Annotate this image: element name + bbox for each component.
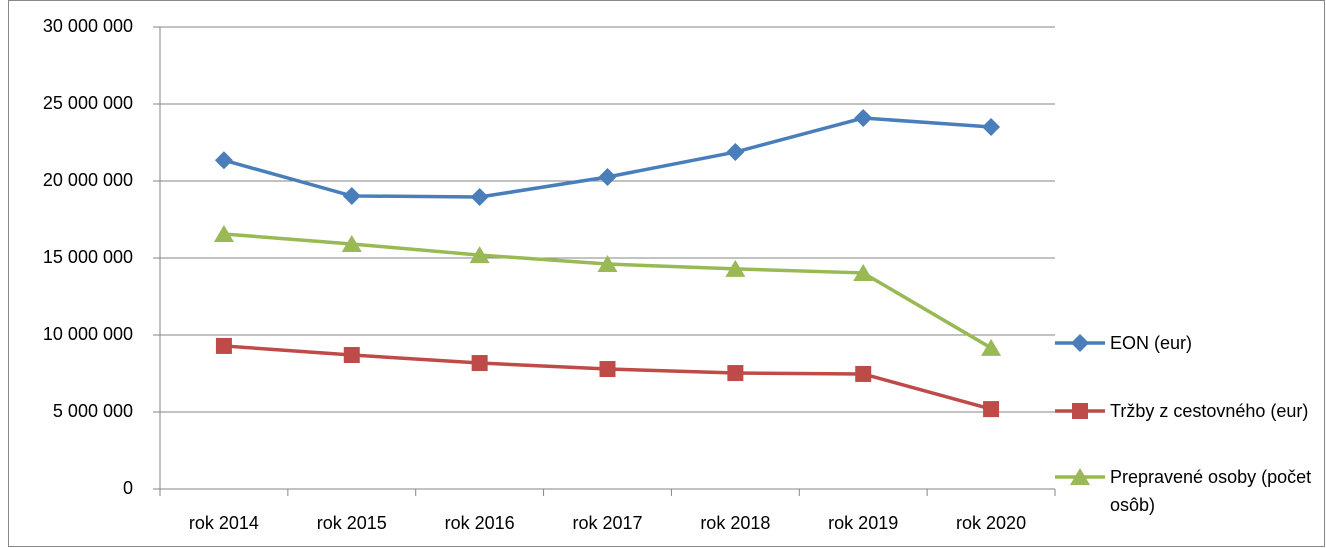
- x-tick-label: rok 2020: [956, 513, 1026, 533]
- y-tick-label: 10 000 000: [43, 324, 133, 344]
- y-tick-label: 20 000 000: [43, 170, 133, 190]
- marker: [597, 255, 618, 273]
- marker: [854, 109, 873, 128]
- y-tick-label: 0: [123, 478, 133, 498]
- legend-entry: Prepravené osoby (počet osôb): [1110, 467, 1312, 515]
- frame: [8, 0, 1325, 547]
- legend-entry: EON (eur): [1110, 333, 1193, 353]
- marker: [341, 234, 362, 252]
- marker: [982, 117, 1001, 136]
- marker: [726, 143, 745, 162]
- marker: [599, 361, 616, 378]
- x-tick-label: rok 2017: [572, 513, 642, 533]
- x-tick-label: rok 2014: [189, 513, 259, 533]
- marker: [853, 263, 874, 281]
- marker: [983, 401, 1000, 418]
- marker: [469, 246, 490, 264]
- marker: [981, 338, 1002, 356]
- marker: [727, 365, 744, 382]
- marker: [598, 167, 617, 186]
- marker: [1071, 334, 1089, 352]
- x-tick-label: rok 2015: [317, 513, 387, 533]
- marker: [342, 186, 361, 205]
- series-line: [223, 344, 992, 411]
- y-tick-label: 25 000 000: [43, 93, 133, 113]
- marker: [214, 151, 233, 170]
- marker: [213, 224, 234, 242]
- marker: [215, 337, 232, 354]
- series-line: [223, 232, 992, 350]
- marker: [470, 188, 489, 207]
- x-tick-label: rok 2018: [700, 513, 770, 533]
- marker: [725, 259, 746, 277]
- x-tick-label: rok 2016: [445, 513, 515, 533]
- marker: [471, 355, 488, 372]
- marker: [1070, 468, 1090, 485]
- marker: [1072, 403, 1088, 419]
- y-tick-label: 15 000 000: [43, 247, 133, 267]
- marker: [855, 365, 872, 382]
- y-tick-label: 30 000 000: [43, 16, 133, 36]
- marker: [343, 347, 360, 364]
- x-tick-label: rok 2019: [828, 513, 898, 533]
- legend-entry: Tržby z cestovného (eur): [1110, 401, 1309, 421]
- y-tick-label: 5 000 000: [53, 401, 133, 421]
